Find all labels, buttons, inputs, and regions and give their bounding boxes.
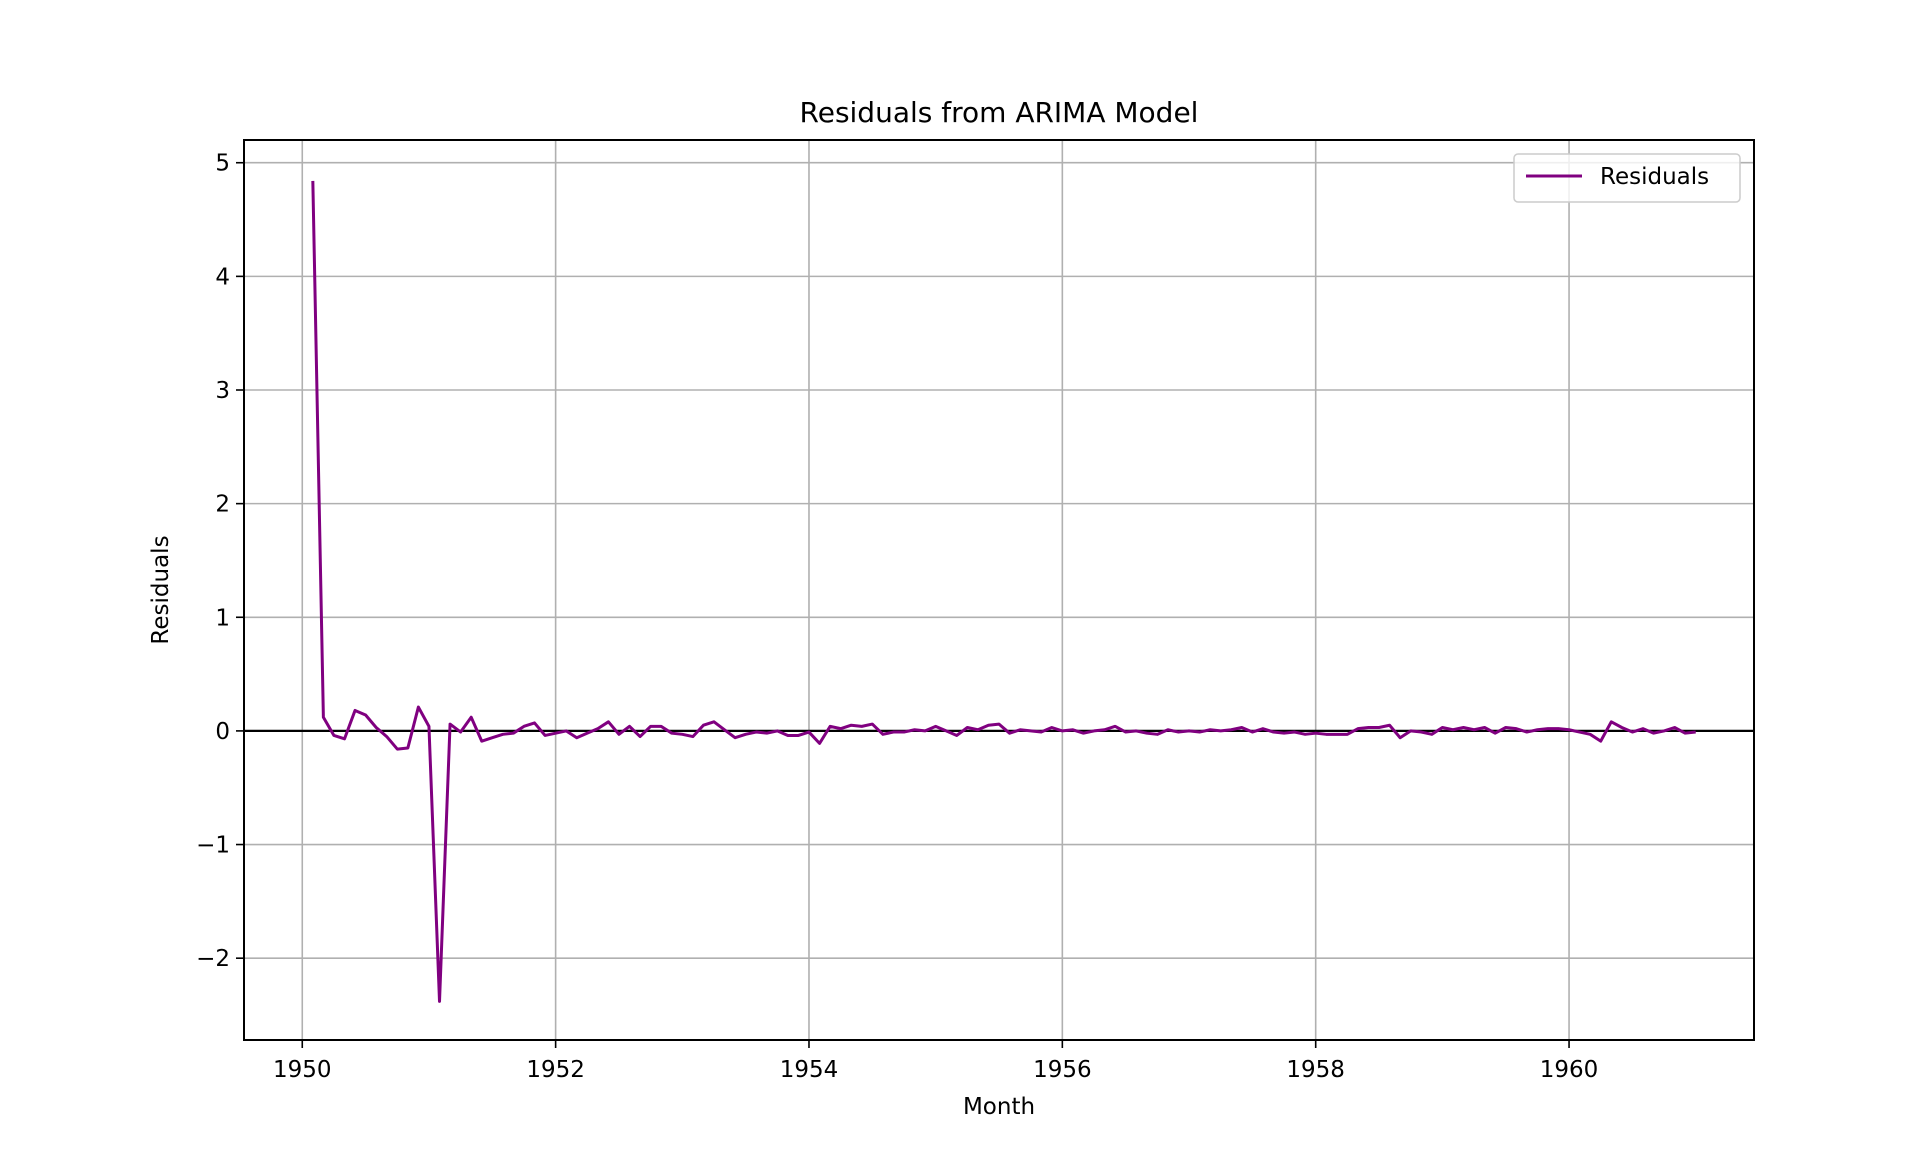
- legend-box: [1513, 153, 1741, 203]
- x-tick-label: 1954: [780, 1057, 839, 1083]
- chart-title: Residuals from ARIMA Model: [800, 96, 1199, 129]
- y-axis-ticks: −2 −1 0 1 2 3 4 5: [196, 151, 244, 972]
- series-layer: [311, 180, 1696, 1003]
- legend-label-residuals: Residuals: [1600, 164, 1709, 190]
- legend: Residuals: [1513, 153, 1741, 203]
- y-tick-label: 3: [215, 378, 230, 404]
- y-tick-label: 5: [215, 151, 230, 177]
- y-tick-label: 2: [215, 492, 230, 518]
- x-tick-label: 1950: [273, 1057, 332, 1083]
- y-tick-label: −1: [196, 833, 230, 859]
- y-axis-label: Residuals: [148, 535, 174, 644]
- x-tick-label: 1958: [1286, 1057, 1345, 1083]
- x-axis-label: Month: [963, 1094, 1035, 1120]
- plot-area-frame: [243, 139, 1755, 1041]
- y-tick-label: 1: [215, 605, 230, 631]
- y-tick-label: −2: [196, 946, 230, 972]
- x-tick-label: 1952: [526, 1057, 585, 1083]
- x-axis-ticks: 1950 1952 1954 1956 1958 1960: [273, 1040, 1598, 1083]
- y-tick-label: 4: [215, 264, 230, 290]
- grid-layer: [244, 140, 1754, 1040]
- residuals-series-line: [311, 180, 1696, 1003]
- y-tick-label: 0: [215, 719, 230, 745]
- x-tick-label: 1960: [1540, 1057, 1599, 1083]
- x-tick-label: 1956: [1033, 1057, 1092, 1083]
